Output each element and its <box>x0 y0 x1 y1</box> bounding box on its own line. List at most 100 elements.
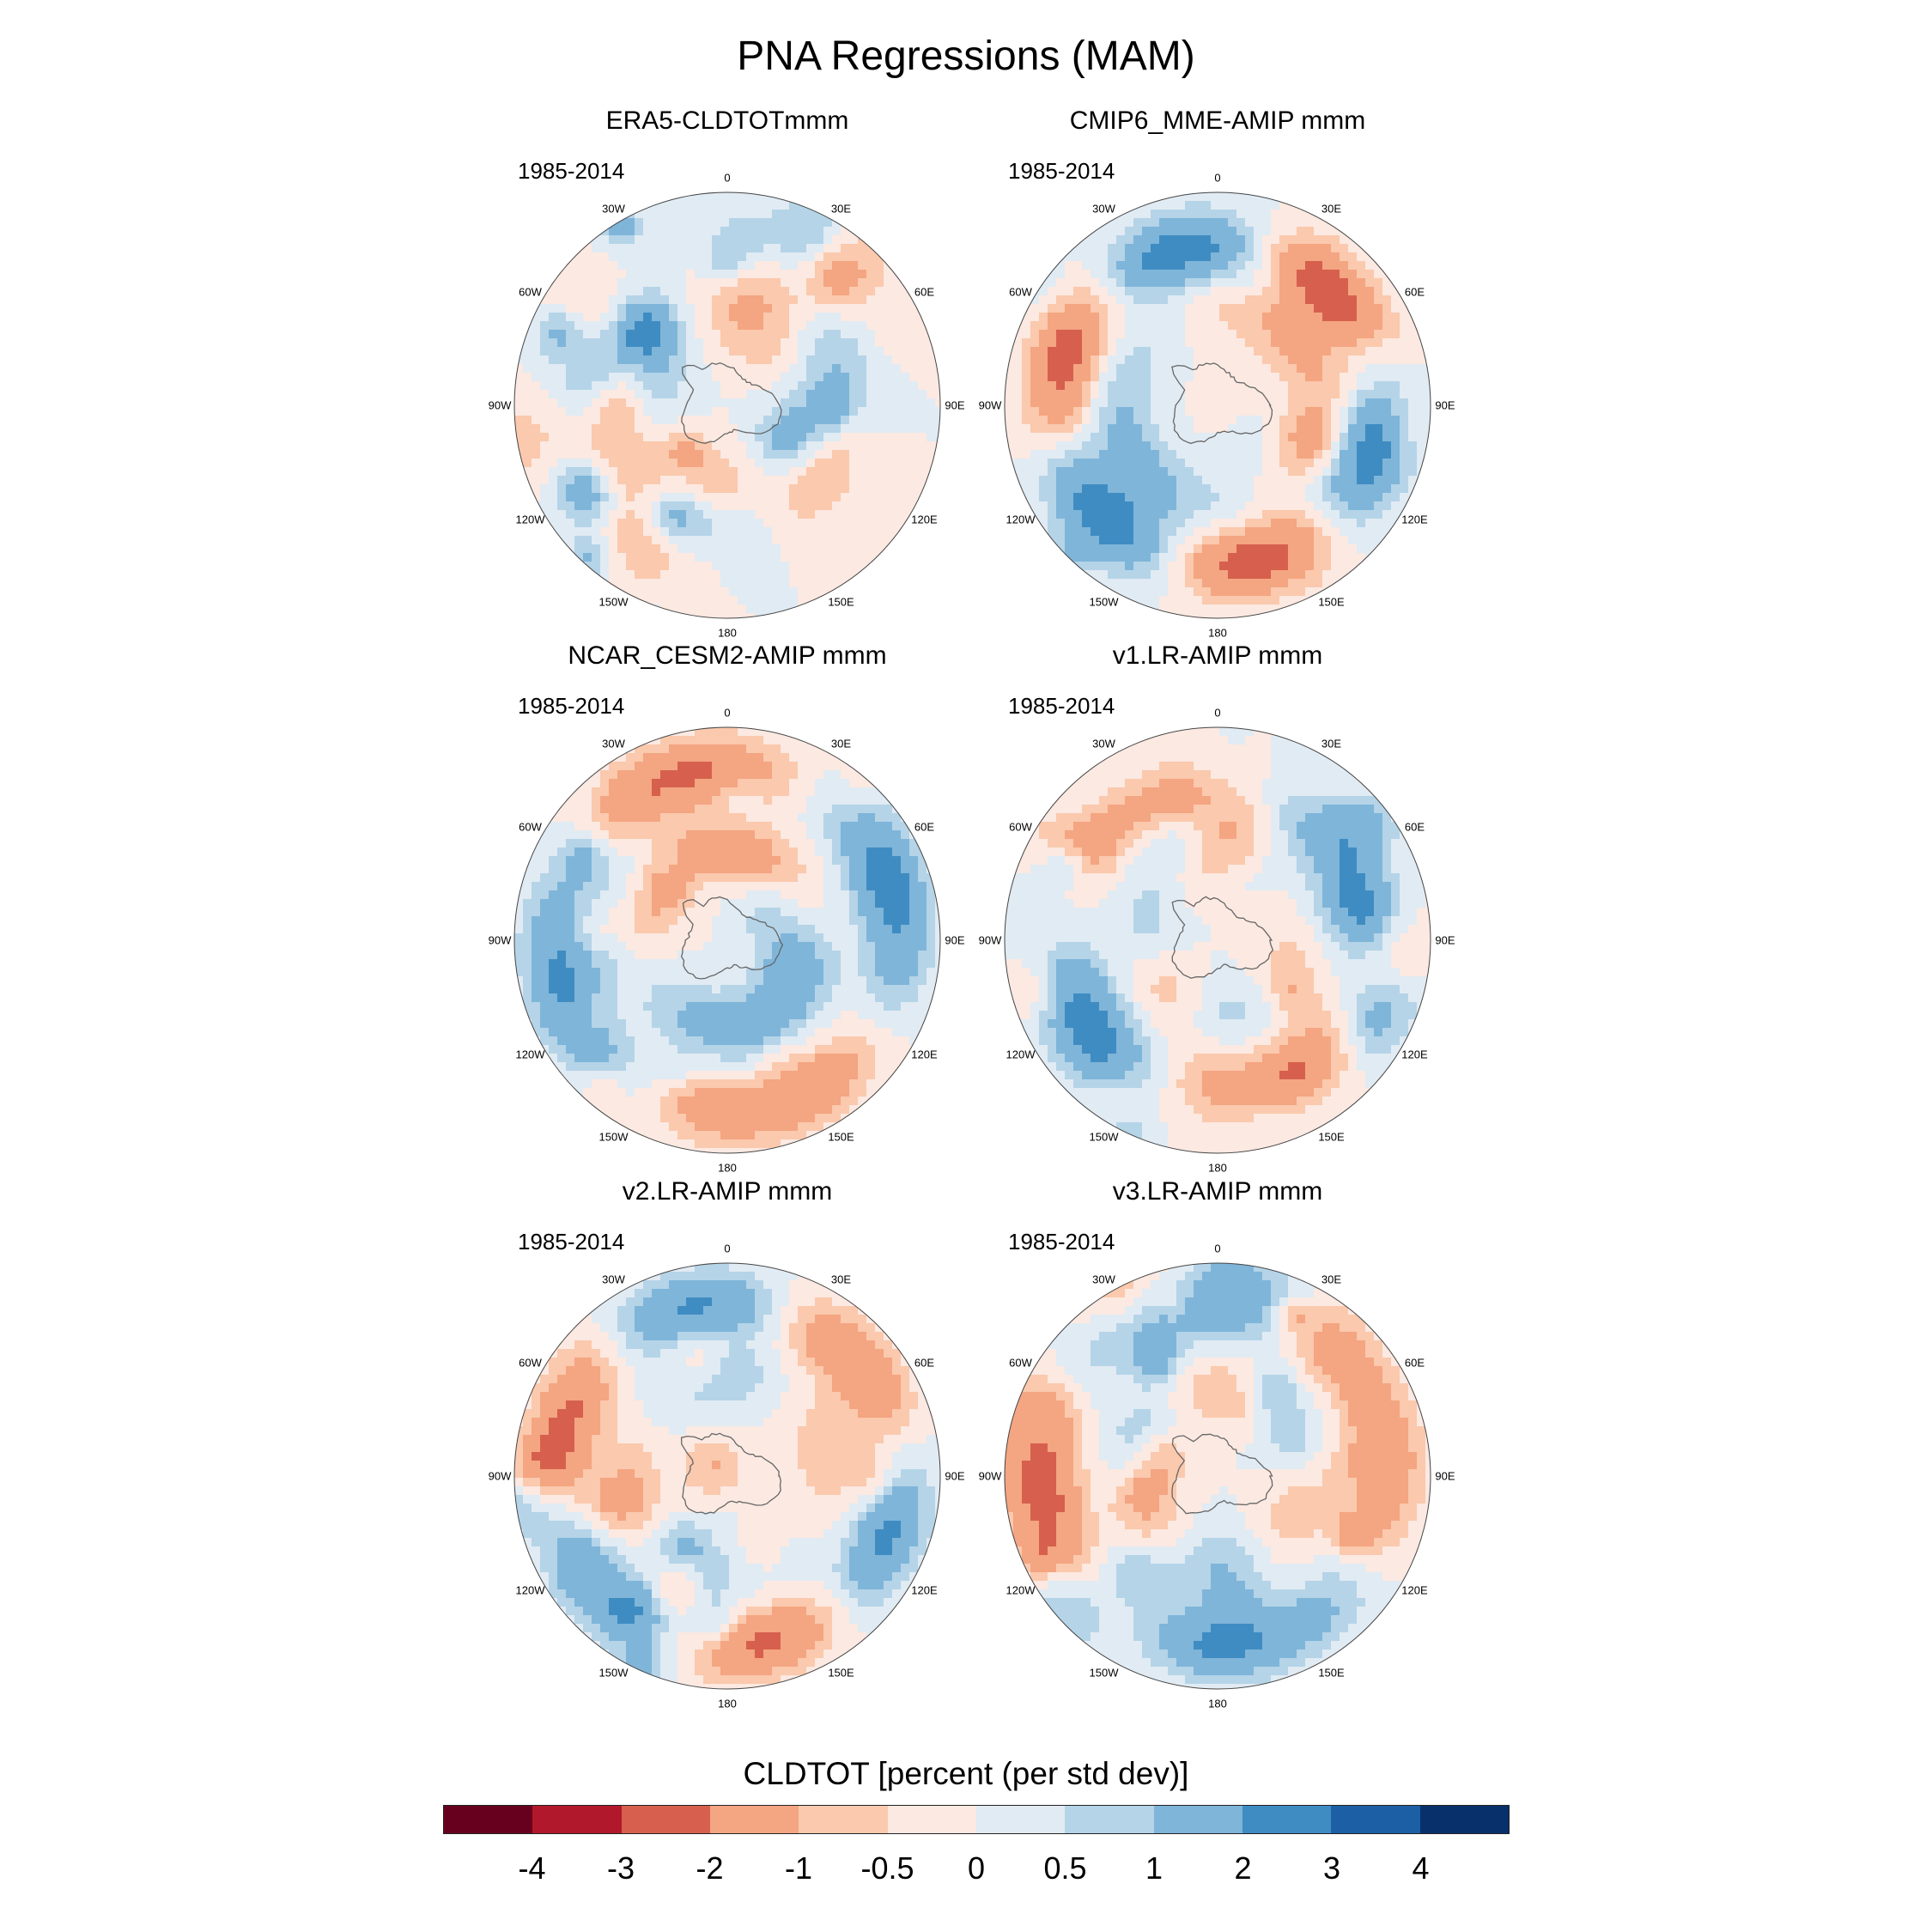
colorbar-tick-label: 3 <box>1322 1850 1341 1886</box>
longitude-label: 180 <box>1208 626 1227 640</box>
longitude-label: 0 <box>1214 706 1221 720</box>
longitude-label: 0 <box>724 706 731 720</box>
panel-period: 1985-2014 <box>1008 158 1115 184</box>
longitude-label: 60E <box>1404 1356 1425 1369</box>
longitude-label: 30W <box>602 202 625 215</box>
polar-map <box>1004 726 1431 1154</box>
longitude-label: 180 <box>1208 1161 1227 1175</box>
figure-title: PNA Regressions (MAM) <box>737 33 1195 79</box>
colorbar-tick-label: -4 <box>518 1850 546 1886</box>
antarctica-coastline <box>681 362 782 444</box>
longitude-label: 150W <box>598 1130 629 1144</box>
longitude-label: 0 <box>724 171 731 185</box>
colorbar-tick-label: 4 <box>1412 1850 1430 1886</box>
panel-title: NCAR_CESM2-AMIP mmm <box>568 641 887 670</box>
longitude-label: 150W <box>1089 595 1119 609</box>
longitude-label: 150W <box>1089 1130 1119 1144</box>
longitude-label: 30W <box>602 737 625 750</box>
longitude-label: 60W <box>519 285 542 298</box>
longitude-label: 180 <box>718 1161 737 1175</box>
longitude-label: 60E <box>914 1356 935 1369</box>
colorbar-segment <box>1242 1806 1332 1833</box>
map-border <box>1004 1262 1431 1690</box>
longitude-label: 120E <box>911 1583 938 1596</box>
longitude-label: 150W <box>1089 1666 1119 1680</box>
longitude-label: 120W <box>1005 1583 1036 1596</box>
panel-period: 1985-2014 <box>1008 693 1115 719</box>
longitude-label: 90E <box>945 933 965 947</box>
panel-title: ERA5-CLDTOTmmm <box>605 106 849 135</box>
panel-period: 1985-2014 <box>518 693 625 719</box>
longitude-label: 150E <box>1318 595 1345 609</box>
panel-title: v2.LR-AMIP mmm <box>622 1177 833 1206</box>
colorbar-segment <box>709 1806 799 1833</box>
colorbar-segment <box>975 1806 1066 1833</box>
colorbar-segment <box>1331 1806 1420 1833</box>
colorbar-segment <box>621 1806 710 1833</box>
longitude-label: 90W <box>978 1469 1002 1483</box>
longitude-label: 60W <box>519 820 542 833</box>
panel-period: 1985-2014 <box>1008 1229 1115 1255</box>
cloud-anomaly-field <box>1005 727 1431 1153</box>
antarctica-coastline <box>1171 1433 1273 1515</box>
longitude-label: 120E <box>911 513 938 526</box>
polar-map <box>1004 191 1431 619</box>
cloud-anomaly-field <box>514 192 940 618</box>
colorbar-segment <box>1419 1806 1509 1833</box>
cloud-anomaly-field <box>1005 192 1431 618</box>
colorbar-segment <box>1065 1806 1154 1833</box>
antarctica-coastline <box>1171 362 1273 445</box>
polar-map <box>1004 1262 1431 1690</box>
map-border <box>513 191 941 619</box>
longitude-label: 120E <box>1401 1048 1428 1060</box>
longitude-label: 30E <box>1321 737 1342 750</box>
longitude-label: 60W <box>1009 285 1032 298</box>
longitude-label: 30W <box>1092 737 1115 750</box>
map-border <box>1004 191 1431 619</box>
longitude-label: 150E <box>828 1666 854 1680</box>
colorbar-tick-label: -1 <box>784 1850 813 1886</box>
longitude-label: 60W <box>1009 820 1032 833</box>
colorbar-segment <box>887 1806 976 1833</box>
cloud-anomaly-field <box>514 727 940 1153</box>
longitude-label: 180 <box>718 626 737 640</box>
longitude-label: 150E <box>1318 1130 1345 1144</box>
cloud-anomaly-field <box>514 1263 940 1689</box>
longitude-label: 90W <box>978 933 1002 947</box>
colorbar-tick-label: 0 <box>967 1850 986 1886</box>
panel-title: v1.LR-AMIP mmm <box>1112 641 1323 670</box>
longitude-label: 120W <box>1005 1048 1036 1060</box>
longitude-label: 60E <box>1404 820 1425 833</box>
longitude-label: 120W <box>515 513 545 526</box>
longitude-label: 120E <box>1401 1583 1428 1596</box>
colorbar-tick-label: -3 <box>606 1850 635 1886</box>
longitude-label: 90E <box>945 1469 965 1483</box>
longitude-label: 0 <box>1214 1242 1221 1255</box>
longitude-label: 30W <box>602 1273 625 1285</box>
longitude-label: 30W <box>1092 202 1115 215</box>
colorbar-tick-label: 1 <box>1145 1850 1163 1886</box>
antarctica-coastline <box>1171 896 1274 979</box>
longitude-label: 150E <box>1318 1666 1345 1680</box>
antarctica-coastline <box>681 896 784 980</box>
colorbar-segment <box>799 1806 888 1833</box>
colorbar-tick-label: -2 <box>696 1850 724 1886</box>
panel-period: 1985-2014 <box>518 1229 625 1255</box>
longitude-label: 30E <box>830 737 852 750</box>
longitude-label: 180 <box>1208 1697 1227 1710</box>
colorbar-title: CLDTOT [percent (per std dev)] <box>743 1756 1189 1791</box>
longitude-label: 30E <box>1321 202 1342 215</box>
longitude-label: 90E <box>1435 398 1455 412</box>
longitude-label: 60E <box>1404 285 1425 298</box>
colorbar-tick-label: 2 <box>1234 1850 1252 1886</box>
map-border <box>1004 726 1431 1154</box>
polar-map <box>513 191 941 619</box>
longitude-label: 90W <box>488 398 512 412</box>
longitude-label: 120E <box>1401 513 1428 526</box>
longitude-label: 60E <box>914 820 935 833</box>
longitude-label: 60W <box>519 1356 542 1369</box>
longitude-label: 90E <box>945 398 965 412</box>
longitude-label: 90E <box>1435 1469 1455 1483</box>
longitude-label: 120E <box>911 1048 938 1060</box>
cloud-anomaly-field <box>1005 1263 1431 1689</box>
